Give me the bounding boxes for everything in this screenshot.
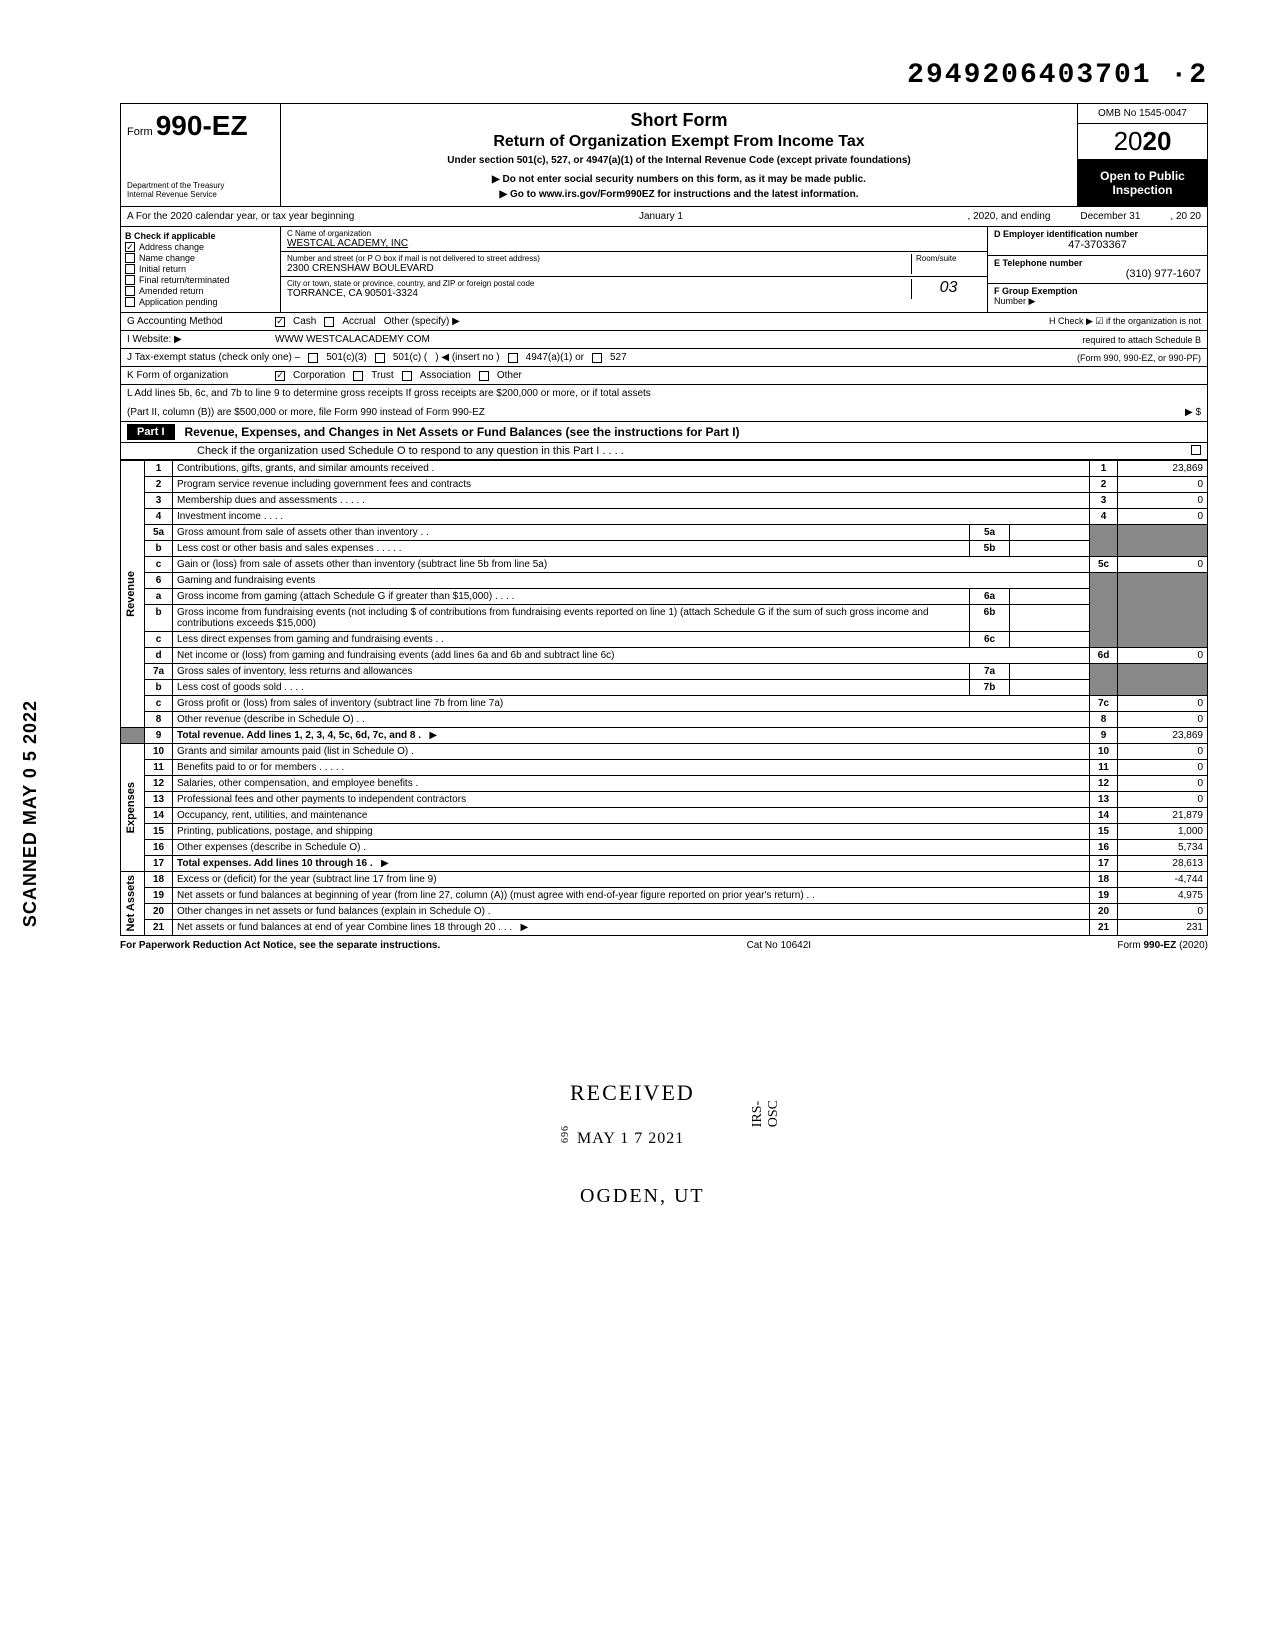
city-label: City or town, state or province, country… — [287, 279, 911, 288]
row-k-org-form: K Form of organization ✓Corporation Trus… — [120, 367, 1208, 385]
warn-ssn: ▶ Do not enter social security numbers o… — [291, 174, 1067, 185]
cb-assoc[interactable] — [402, 371, 412, 381]
label-revenue: Revenue — [125, 571, 137, 617]
amend-mark: 03 — [911, 279, 981, 299]
f-label: F Group Exemption — [994, 286, 1201, 296]
identity-block: B Check if applicable ✓Address change Na… — [120, 227, 1208, 313]
stamp-irs-osc: IRS-OSC — [750, 1100, 782, 1127]
label-expenses: Expenses — [125, 782, 137, 833]
org-name: WESTCAL ACADEMY, INC — [287, 238, 981, 249]
org-street: 2300 CRENSHAW BOULEVARD — [287, 263, 911, 274]
cb-527[interactable] — [592, 353, 602, 363]
omb-number: OMB No 1545-0047 — [1078, 104, 1207, 124]
cb-501c[interactable] — [375, 353, 385, 363]
form-header: Form 990-EZ Department of the Treasury I… — [120, 103, 1208, 207]
row-l-gross: L Add lines 5b, 6c, and 7b to line 9 to … — [120, 385, 1208, 422]
title-return: Return of Organization Exempt From Incom… — [291, 133, 1067, 151]
title-short-form: Short Form — [291, 110, 1067, 131]
stamp-ogden: OGDEN, UT — [580, 1185, 705, 1208]
row-i-website: I Website: ▶ WWW WESTCALACADEMY COM requ… — [120, 331, 1208, 349]
b-label: B Check if applicable — [125, 231, 276, 241]
stamp-date: 696MAY 1 7 2021 — [560, 1125, 684, 1148]
page-footer: For Paperwork Reduction Act Notice, see … — [120, 940, 1208, 951]
d-label: D Employer identification number — [994, 229, 1201, 239]
e-label: E Telephone number — [994, 258, 1201, 268]
ein: 47-3703367 — [994, 239, 1201, 251]
cb-name-change[interactable] — [125, 253, 135, 263]
title-under-section: Under section 501(c), 527, or 4947(a)(1)… — [291, 155, 1067, 166]
org-city: TORRANCE, CA 90501-3324 — [287, 288, 911, 299]
form-prefix: Form — [127, 126, 153, 138]
cb-cash[interactable]: ✓ — [275, 317, 285, 327]
f-label2: Number ▶ — [994, 296, 1201, 307]
cb-501c3[interactable] — [308, 353, 318, 363]
h-forms: (Form 990, 990-EZ, or 990-PF) — [1077, 353, 1201, 363]
cb-sched-o[interactable] — [1191, 445, 1201, 455]
label-net-assets: Net Assets — [125, 875, 137, 931]
stamp-scanned: SCANNED MAY 0 5 2022 — [20, 700, 41, 927]
website: WWW WESTCALACADEMY COM — [275, 334, 430, 345]
row-g-accounting: G Accounting Method ✓Cash Accrual Other … — [120, 313, 1208, 331]
part1-header: Part I Revenue, Expenses, and Changes in… — [120, 422, 1208, 443]
cb-accrual[interactable] — [324, 317, 334, 327]
addr-label: Number and street (or P O box if mail is… — [287, 254, 911, 263]
open-public-1: Open to Public — [1082, 169, 1203, 183]
phone: (310) 977-1607 — [994, 268, 1201, 280]
document-id: 2949206403701 ·2 — [120, 60, 1208, 91]
cb-other[interactable] — [479, 371, 489, 381]
cb-initial-return[interactable] — [125, 264, 135, 274]
goto-url: ▶ Go to www.irs.gov/Form990EZ for instru… — [291, 189, 1067, 200]
room-label: Room/suite — [916, 254, 981, 263]
cb-4947[interactable] — [508, 353, 518, 363]
cb-amended[interactable] — [125, 286, 135, 296]
h-sched-b: required to attach Schedule B — [1082, 335, 1201, 345]
form-number: 990-EZ — [156, 126, 248, 138]
cb-trust[interactable] — [353, 371, 363, 381]
cb-pending[interactable] — [125, 297, 135, 307]
open-public-2: Inspection — [1082, 183, 1203, 197]
stamp-received: RECEIVED — [570, 1080, 695, 1106]
dept-irs: Internal Revenue Service — [127, 191, 274, 200]
cb-address-change[interactable]: ✓ — [125, 242, 135, 252]
financial-table: Revenue 1Contributions, gifts, grants, a… — [120, 460, 1208, 936]
row-j-status: J Tax-exempt status (check only one) – 5… — [120, 349, 1208, 367]
tax-year: 2020 — [1078, 124, 1207, 160]
c-label: C Name of organization — [287, 229, 981, 238]
cb-corp[interactable]: ✓ — [275, 371, 285, 381]
cb-final-return[interactable] — [125, 275, 135, 285]
part1-check-row: Check if the organization used Schedule … — [120, 443, 1208, 460]
h-check: H Check ▶ ☑ if the organization is not — [1049, 316, 1201, 327]
row-a-tax-year: A For the 2020 calendar year, or tax yea… — [120, 207, 1208, 227]
